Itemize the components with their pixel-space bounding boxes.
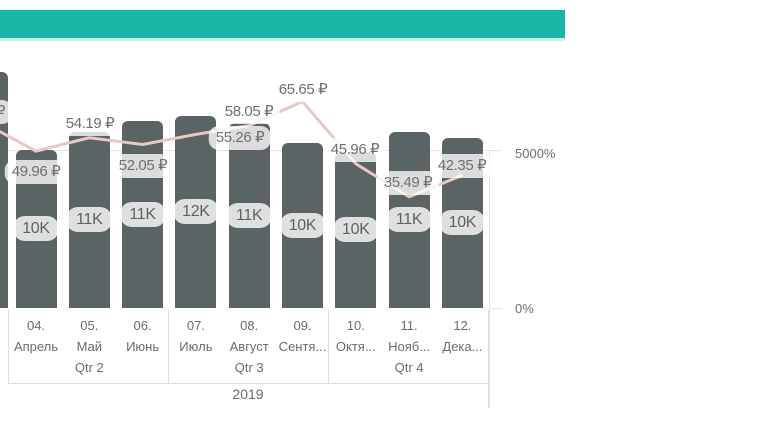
line-value-label: 58.05 ₽ bbox=[217, 100, 281, 124]
bar-value-label: 10K bbox=[332, 217, 379, 242]
x-axis-month-label: 08. Август Qtr 3 bbox=[230, 315, 269, 378]
month-name: Нояб... bbox=[388, 339, 431, 354]
x-axis-month-label: 12. Дека... bbox=[442, 315, 482, 357]
month-number: 07. bbox=[186, 318, 205, 333]
line-value-label: 45.96 ₽ bbox=[323, 138, 387, 162]
month-number: 06. bbox=[133, 318, 152, 333]
y2-axis-top-label: 5000% bbox=[515, 146, 556, 161]
bar-value-label: 10K bbox=[279, 212, 326, 238]
month-number: 08. bbox=[240, 318, 259, 333]
month-number: 09. bbox=[293, 318, 312, 333]
axis-right-separator bbox=[488, 310, 489, 408]
line-value-label: 54.19 ₽ bbox=[58, 112, 122, 136]
quarter-separator bbox=[168, 310, 169, 383]
bar-value-label: 10K bbox=[13, 216, 59, 241]
x-axis-month-label: 09. Сентя... bbox=[279, 315, 327, 357]
x-axis-month-label: 04. Апрель bbox=[14, 315, 58, 357]
bar-value-label: 11K bbox=[119, 201, 166, 227]
quarter-label: Qtr 2 bbox=[74, 360, 104, 375]
month-name: Октя... bbox=[335, 339, 376, 354]
x-axis-month-label: 06. Июнь bbox=[126, 315, 159, 357]
bar-value-label: 11K bbox=[66, 207, 113, 232]
line-value-label: 35.49 ₽ bbox=[376, 171, 440, 195]
bar-value-label: 11K bbox=[386, 207, 433, 232]
y2-axis-bottom-label: 0% bbox=[515, 301, 534, 316]
combo-chart-visual: ₽10K 11K 11K 12K 11K 10K 10K 11K 10K 49.96 ₽54.19… bbox=[0, 10, 565, 408]
month-name: Сентя... bbox=[278, 339, 327, 354]
plot-area: ₽10K 11K 11K 12K 11K 10K 10K 11K 10K 49.96 ₽54.19… bbox=[0, 72, 502, 408]
line-value-label: 52.05 ₽ bbox=[111, 154, 175, 178]
line-value-label: 55.26 ₽ bbox=[208, 126, 272, 150]
quarter-separator bbox=[328, 310, 329, 383]
quarter-label: Qtr 4 bbox=[394, 360, 424, 375]
bar-value-label: 12K bbox=[172, 199, 219, 224]
line-value-label: 49.96 ₽ bbox=[4, 160, 68, 184]
chart-title-bar bbox=[0, 10, 565, 41]
x-axis-month-label: 10. Октя... bbox=[336, 315, 376, 357]
bar-value-label: 11K bbox=[226, 202, 273, 228]
axis-horizontal-rule bbox=[8, 383, 489, 384]
month-name: Июль bbox=[179, 339, 213, 354]
month-name: Июнь bbox=[126, 339, 160, 354]
x-axis-month-label: 07. Июль bbox=[179, 315, 212, 357]
filter-panel: СТОЛБЦЫ ВыручкаКликиЛидыПоказыРасходыСеа… bbox=[567, 0, 764, 431]
month-number: 04. bbox=[26, 318, 46, 333]
month-number: 10. bbox=[346, 318, 365, 333]
month-name: Апрель bbox=[13, 339, 59, 354]
tick-0pct bbox=[489, 308, 502, 309]
x-axis-month-label: 11. Нояб... Qtr 4 bbox=[388, 315, 430, 378]
x-axis-month-label: 05. Май Qtr 2 bbox=[75, 315, 104, 378]
month-name: Май bbox=[76, 339, 103, 354]
line-value-label: 65.65 ₽ bbox=[271, 78, 335, 102]
month-name: Дека... bbox=[442, 339, 483, 354]
month-number: 12. bbox=[453, 318, 472, 333]
line-value-label: 42.35 ₽ bbox=[430, 154, 494, 178]
month-name: Август bbox=[229, 339, 269, 354]
bar-value-label: 10K bbox=[439, 210, 486, 235]
quarter-separator bbox=[8, 310, 9, 383]
line-value-label-partial: ₽ bbox=[0, 100, 12, 124]
month-number: 11. bbox=[400, 318, 418, 333]
year-axis-label: 2019 bbox=[232, 386, 264, 402]
plot-right-border bbox=[489, 150, 490, 408]
quarter-label: Qtr 3 bbox=[234, 360, 264, 375]
month-number: 05. bbox=[80, 318, 99, 333]
